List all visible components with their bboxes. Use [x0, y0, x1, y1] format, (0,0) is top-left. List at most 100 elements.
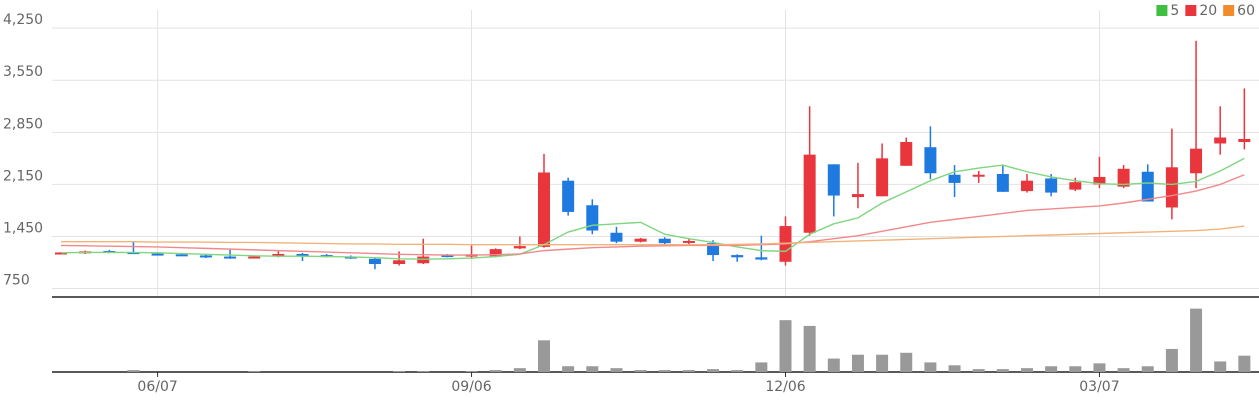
candle-body: [55, 252, 67, 255]
volume-bar: [876, 354, 889, 372]
volume-bar: [562, 366, 575, 372]
candle-body: [1141, 171, 1154, 202]
candle-body: [755, 257, 768, 260]
candle-body: [851, 194, 864, 198]
candle-body: [900, 141, 913, 166]
y-tick-label: 2,150: [3, 168, 43, 184]
candle-body: [1190, 148, 1203, 174]
volume-bar: [1214, 361, 1227, 372]
volume-bar: [1238, 355, 1251, 372]
volume-bar: [417, 371, 430, 372]
candle-body: [610, 232, 623, 242]
volume-bar: [755, 362, 768, 372]
candle-body: [248, 256, 261, 259]
candle-body: [417, 256, 430, 264]
volume-bar: [1021, 368, 1033, 372]
y-tick-label: 4,250: [3, 12, 43, 28]
candle-body: [731, 255, 744, 258]
candle-body: [586, 205, 599, 231]
candle-body: [1165, 167, 1178, 208]
volume-bar: [634, 370, 647, 372]
y-tick-label: 750: [3, 273, 30, 289]
volume-bar: [1093, 363, 1106, 372]
candle-body: [972, 174, 985, 177]
candle-body: [368, 258, 381, 265]
volume-bar: [1117, 368, 1130, 372]
volume-bar: [610, 368, 623, 372]
volume-bar: [1141, 366, 1154, 372]
volume-bar: [586, 366, 599, 372]
volume-bar: [682, 370, 695, 372]
volume-bar: [393, 371, 406, 372]
legend-label: 20: [1199, 3, 1217, 19]
candle-body: [175, 254, 188, 257]
y-tick-label: 3,550: [3, 64, 43, 80]
candle-body: [538, 172, 550, 247]
candle-body: [682, 240, 695, 243]
volume-bar: [248, 371, 261, 372]
legend-swatch: [1185, 5, 1197, 16]
volume-bar: [489, 370, 502, 372]
candle-body: [948, 174, 961, 183]
volume-bar: [1045, 366, 1058, 372]
legend-swatch: [1223, 5, 1235, 16]
candle-body: [272, 253, 285, 257]
candle-body: [1238, 139, 1251, 142]
moving-average-line: [60, 157, 1245, 260]
volume-bar: [1190, 308, 1203, 372]
volume-bar: [900, 352, 913, 372]
candle-body: [1045, 178, 1058, 193]
candle-body: [151, 253, 164, 256]
candle-body: [1093, 176, 1106, 185]
legend-swatch: [1156, 5, 1168, 16]
candle-body: [562, 180, 575, 212]
volume-bar: [851, 354, 864, 372]
volume-bar: [803, 325, 816, 372]
candle-body: [1117, 168, 1130, 187]
candle-body: [513, 246, 526, 249]
volume-bar: [1165, 348, 1178, 372]
volume-bar: [538, 340, 550, 372]
candle-body: [876, 158, 889, 197]
moving-average-line: [60, 174, 1245, 256]
y-tick-label: 2,850: [3, 116, 43, 132]
candle-body: [489, 249, 502, 257]
volume-bar: [658, 370, 671, 372]
volume-bar: [996, 369, 1009, 372]
volume-bar: [779, 320, 792, 372]
candle-body: [827, 164, 840, 196]
volume-bar: [465, 371, 478, 372]
x-tick-label: 09/06: [451, 379, 491, 395]
y-tick-label: 1,450: [3, 220, 43, 236]
candle-body: [803, 154, 816, 233]
candle-body: [393, 260, 406, 265]
candle-body: [441, 255, 454, 258]
volume-bar: [948, 365, 961, 372]
candle-body: [924, 147, 937, 174]
legend-label: 60: [1237, 3, 1255, 19]
candle-body: [296, 253, 309, 257]
volume-bar: [972, 369, 985, 372]
x-tick-label: 12/06: [765, 379, 805, 395]
x-tick-label: 06/07: [137, 379, 177, 395]
volume-bar: [731, 370, 744, 372]
volume-bar: [707, 369, 720, 372]
candle-body: [199, 255, 212, 258]
candle-body: [1021, 180, 1033, 192]
legend-label: 5: [1170, 3, 1179, 19]
volume-bar: [127, 370, 140, 372]
candle-body: [996, 173, 1009, 192]
volume-bar: [827, 358, 840, 372]
candle-body: [658, 238, 671, 244]
candle-body: [1069, 182, 1082, 190]
volume-bar: [1069, 366, 1082, 372]
candle-body: [707, 243, 720, 256]
candle-body: [224, 256, 237, 259]
candle-body: [634, 238, 647, 242]
volume-bar: [513, 368, 526, 372]
moving-average-line: [61, 225, 1245, 246]
candle-body: [1214, 137, 1227, 144]
volume-bar: [924, 362, 937, 372]
